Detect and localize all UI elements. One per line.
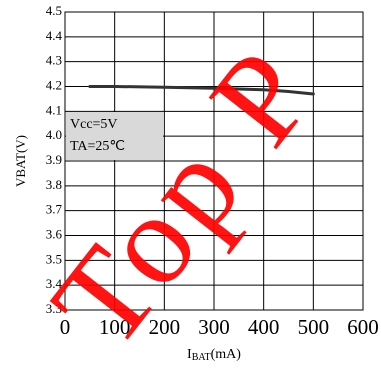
x-tick-label: 500 xyxy=(298,315,330,339)
y-tick-label: 3.9 xyxy=(46,152,62,167)
x-tick-label: 200 xyxy=(149,315,181,339)
x-tick-label: 600 xyxy=(347,315,379,339)
y-tick-label: 3.4 xyxy=(46,276,63,291)
x-tick-label: 300 xyxy=(198,315,230,339)
y-tick-label: 3.3 xyxy=(46,301,62,316)
y-tick-label: 4.0 xyxy=(46,127,62,142)
data-line xyxy=(88,85,315,96)
annotation: Vcc=5V xyxy=(70,117,118,132)
annotation: TA=25℃ xyxy=(70,139,125,154)
x-label-rest: (mA) xyxy=(211,347,242,362)
x-tick-label: 400 xyxy=(248,315,280,339)
y-tick-label: 3.5 xyxy=(46,251,62,266)
y-tick-label: 4.1 xyxy=(46,102,62,117)
y-tick-label: 4.2 xyxy=(46,77,62,92)
x-label-main: I xyxy=(187,347,192,362)
legend-box xyxy=(66,112,163,160)
x-tick-label: 100 xyxy=(99,315,131,339)
y-axis-label: VBAT(V) xyxy=(13,135,28,187)
y-tick-label: 4.3 xyxy=(46,53,62,68)
y-tick-label: 3.7 xyxy=(46,202,63,217)
y-tick-label: 3.8 xyxy=(46,177,62,192)
y-tick-label: 4.5 xyxy=(46,3,62,18)
y-tick-label: 4.4 xyxy=(46,28,63,43)
y-tick-label: 3.6 xyxy=(46,226,63,241)
x-label-sub: BAT xyxy=(192,352,211,363)
x-tick-label: 0 xyxy=(60,315,71,339)
x-axis-label: IBAT(mA) xyxy=(187,347,241,363)
